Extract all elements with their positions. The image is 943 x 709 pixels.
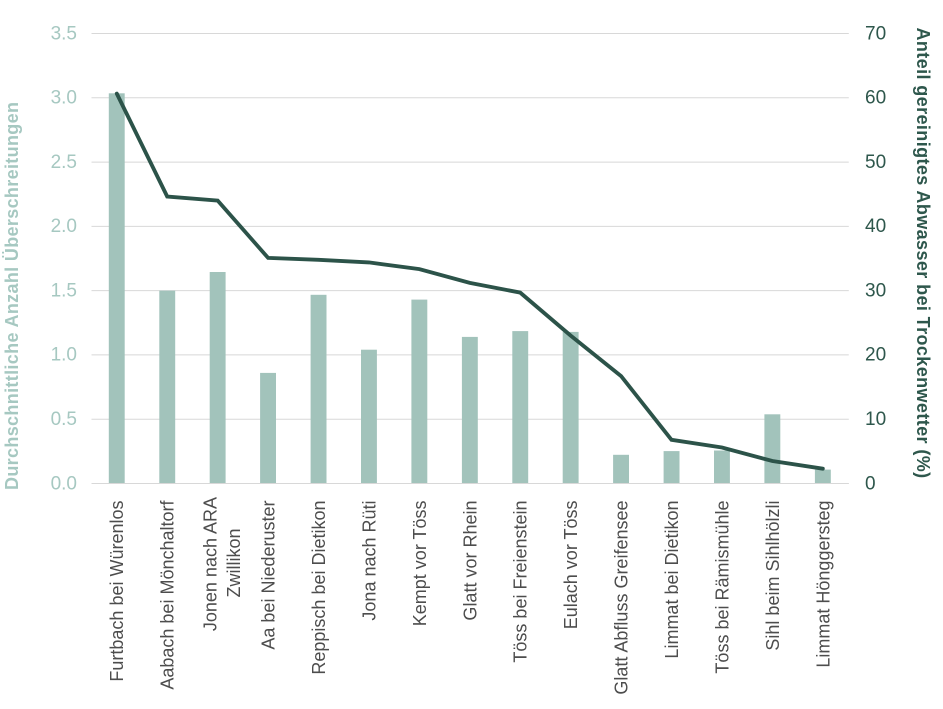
svg-text:50: 50 [865, 152, 886, 173]
svg-text:Aa bei Niederuster: Aa bei Niederuster [259, 501, 279, 650]
svg-text:3.5: 3.5 [51, 23, 77, 44]
svg-text:Limmat Hönggersteg: Limmat Hönggersteg [813, 501, 833, 668]
svg-text:Reppisch bei Dietikon: Reppisch bei Dietikon [309, 501, 329, 675]
svg-text:Zwillikon: Zwillikon [224, 528, 244, 597]
svg-text:Aabach bei Mönchaltorf: Aabach bei Mönchaltorf [158, 500, 178, 690]
svg-text:70: 70 [865, 23, 886, 44]
svg-text:Durchschnittliche Anzahl Übers: Durchschnittliche Anzahl Überschreitunge… [2, 102, 22, 490]
svg-text:3.0: 3.0 [51, 88, 77, 109]
svg-text:Töss bei Freienstein: Töss bei Freienstein [511, 501, 531, 663]
svg-text:10: 10 [865, 409, 886, 430]
svg-text:1.0: 1.0 [51, 345, 77, 366]
svg-text:0: 0 [865, 473, 876, 494]
svg-text:Sihl beim Sihlhölzli: Sihl beim Sihlhölzli [763, 501, 783, 651]
svg-text:30: 30 [865, 280, 886, 301]
svg-text:40: 40 [865, 216, 886, 237]
svg-text:60: 60 [865, 88, 886, 109]
svg-text:Furtbach bei Würenlos: Furtbach bei Würenlos [107, 501, 127, 682]
svg-text:Eulach vor Töss: Eulach vor Töss [561, 501, 581, 630]
svg-text:Glatt Abfluss Greifensee: Glatt Abfluss Greifensee [612, 501, 632, 695]
svg-text:Limmat bei Dietikon: Limmat bei Dietikon [662, 501, 682, 659]
svg-text:Töss bei Rämismühle: Töss bei Rämismühle [712, 501, 732, 674]
svg-text:0.0: 0.0 [51, 473, 77, 494]
svg-text:1.5: 1.5 [51, 280, 77, 301]
svg-text:20: 20 [865, 345, 886, 366]
svg-text:Anteil gereinigtes Abwasser be: Anteil gereinigtes Abwasser bei Trockenw… [913, 27, 933, 478]
svg-text:Glatt vor Rhein: Glatt vor Rhein [460, 501, 480, 621]
svg-text:Jona nach Rüti: Jona nach Rüti [359, 501, 379, 621]
svg-text:2.5: 2.5 [51, 152, 77, 173]
svg-text:2.0: 2.0 [51, 216, 77, 237]
svg-text:Kempt vor Töss: Kempt vor Töss [410, 501, 430, 627]
svg-text:0.5: 0.5 [51, 409, 77, 430]
svg-text:Jonen nach ARA: Jonen nach ARA [201, 497, 221, 631]
